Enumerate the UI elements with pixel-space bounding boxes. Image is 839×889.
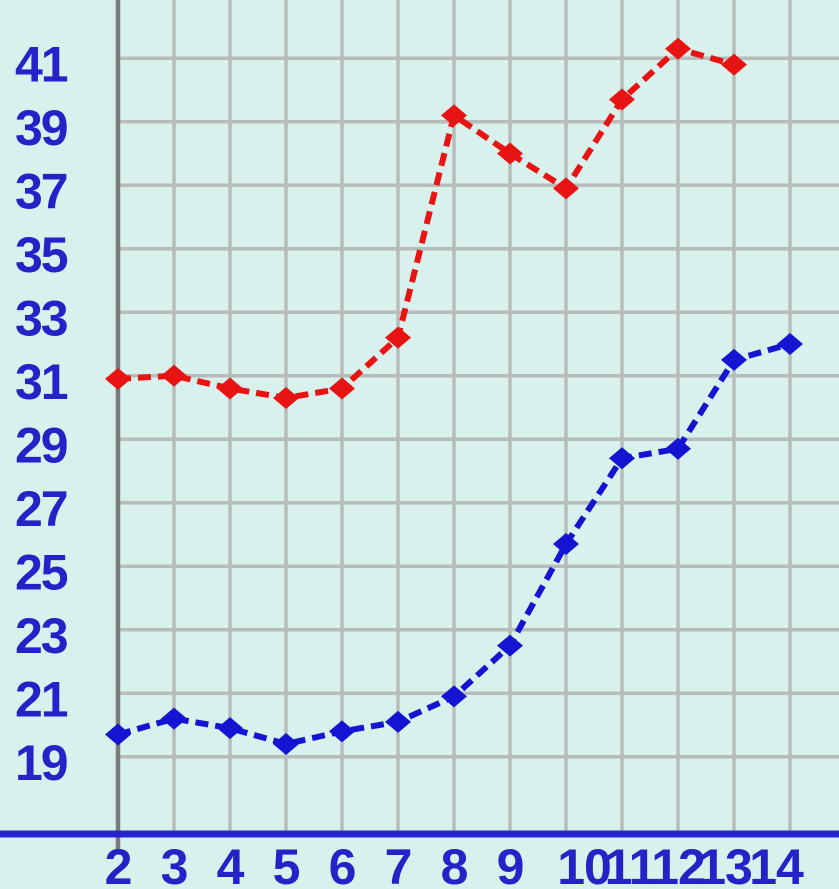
red-series-marker — [105, 367, 131, 390]
y-tick-label: 31 — [15, 354, 68, 410]
y-tick-label: 37 — [15, 163, 67, 219]
blue-series-marker — [441, 685, 467, 708]
blue-series-marker — [553, 533, 579, 556]
red-series-marker — [441, 104, 467, 127]
x-tick-label: 13 — [698, 839, 752, 889]
blue-series-marker — [329, 720, 355, 743]
y-tick-label: 19 — [15, 735, 67, 791]
red-series-marker — [609, 88, 635, 111]
x-tick-label: 8 — [441, 839, 468, 889]
x-tick-label: 12 — [651, 839, 705, 889]
x-tick-label: 14 — [749, 839, 804, 889]
y-tick-label: 25 — [15, 544, 68, 600]
x-tick-label: 6 — [329, 839, 356, 889]
red-series-marker — [553, 177, 579, 200]
x-tick-label: 3 — [161, 839, 188, 889]
red-series-marker — [497, 142, 523, 165]
red-series-marker — [329, 377, 355, 400]
x-tick-label: 5 — [273, 839, 300, 889]
blue-series-marker — [385, 710, 411, 733]
x-tick-label: 9 — [497, 839, 524, 889]
y-tick-label: 33 — [15, 290, 67, 346]
y-tick-label: 21 — [15, 671, 68, 727]
blue-series-marker — [217, 717, 243, 740]
blue-series-marker — [721, 348, 747, 371]
red-series-marker — [665, 37, 691, 60]
x-tick-label: 4 — [217, 839, 245, 889]
blue-series-marker — [777, 333, 803, 355]
y-tick-label: 39 — [15, 100, 67, 156]
x-tick-label: 11 — [605, 839, 656, 889]
x-tick-label: 10 — [557, 839, 611, 889]
y-tick-label: 41 — [15, 36, 68, 92]
red-series-marker — [721, 53, 747, 76]
blue-series-marker — [497, 634, 523, 657]
x-tick-label: 7 — [385, 839, 412, 889]
blue-series-marker — [273, 733, 299, 756]
red-series-marker — [161, 364, 187, 387]
y-tick-label: 23 — [15, 608, 67, 664]
y-tick-label: 29 — [15, 417, 67, 473]
red-series-marker — [217, 377, 243, 400]
y-tick-label: 27 — [15, 481, 67, 537]
blue-series-marker — [665, 437, 691, 460]
x-tick-label: 2 — [105, 839, 132, 889]
red-series-marker — [273, 386, 299, 409]
red-series-marker — [385, 326, 411, 349]
y-tick-label: 35 — [15, 227, 68, 283]
blue-series-marker — [105, 723, 131, 746]
blue-series-marker — [609, 447, 635, 470]
blue-series-marker — [161, 707, 187, 730]
